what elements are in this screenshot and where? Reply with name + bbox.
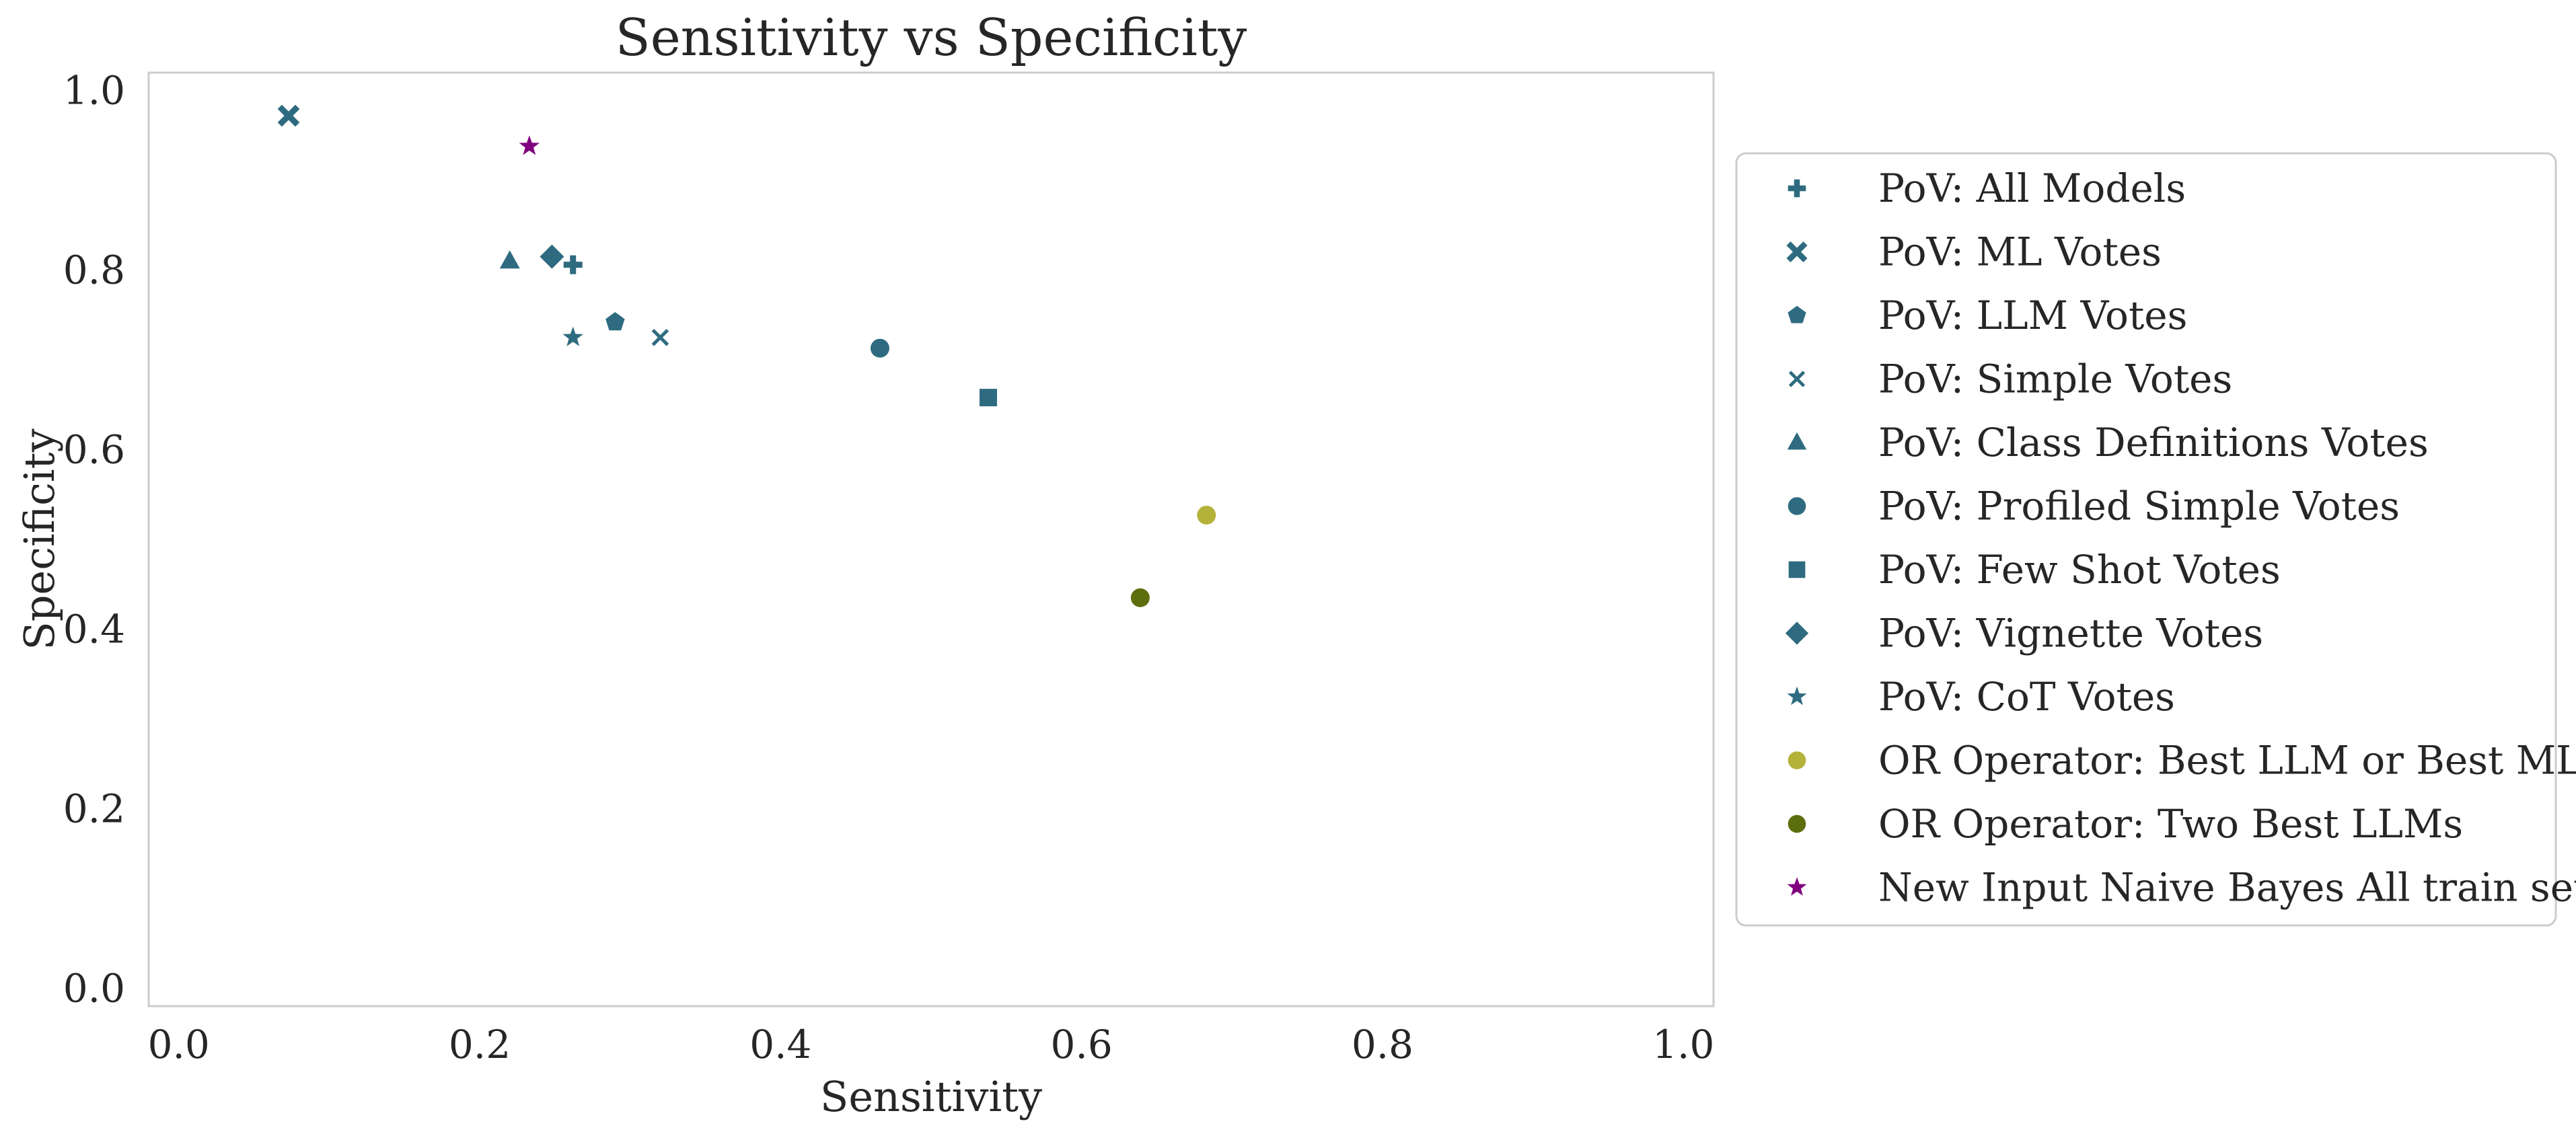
legend-label-6: PoV: Profiled Simple Votes	[1878, 484, 2400, 529]
data-point-1	[563, 255, 583, 274]
legend-label-8: PoV: Vignette Votes	[1878, 611, 2263, 656]
data-point-2	[277, 104, 300, 127]
data-point-6	[870, 338, 889, 358]
y-tick-label: 0.6	[63, 427, 125, 473]
legend-label-1: PoV: All Models	[1878, 165, 2186, 211]
data-point-8	[540, 244, 564, 269]
legend-marker-2	[1786, 241, 1808, 263]
data-points	[277, 104, 1216, 607]
legend-label-7: PoV: Few Shot Votes	[1878, 547, 2281, 593]
y-tick-label: 0.8	[63, 248, 125, 293]
legend-marker-7	[1788, 561, 1806, 578]
y-tick-label: 0.0	[63, 965, 125, 1011]
legend-marker-3	[1788, 305, 1806, 323]
legend-marker-1	[1788, 179, 1806, 198]
y-tick-label: 0.2	[63, 786, 125, 831]
chart-title: Sensitivity vs Specificity	[616, 7, 1247, 67]
legend-label-4: PoV: Simple Votes	[1878, 356, 2232, 402]
x-axis-ticks: 0.0 0.2 0.4 0.6 0.8 1.0	[148, 1022, 1715, 1067]
legend-marker-4	[1788, 371, 1806, 387]
x-axis-label: Sensitivity	[820, 1072, 1042, 1121]
legend-label-3: PoV: LLM Votes	[1878, 293, 2187, 338]
x-tick-label: 0.6	[1051, 1022, 1113, 1067]
data-point-3	[605, 312, 625, 331]
legend-frame	[1735, 152, 2557, 927]
x-tick-label: 0.4	[749, 1022, 811, 1067]
plot-area-frame	[147, 71, 1715, 1007]
x-tick-label: 0.2	[449, 1022, 511, 1067]
legend-items: PoV: All Models PoV: ML Votes PoV: LLM Vot…	[1785, 165, 2576, 911]
x-tick-label: 0.0	[148, 1022, 210, 1067]
legend-marker-9	[1787, 686, 1807, 706]
data-point-10	[1197, 505, 1216, 525]
x-tick-label: 0.8	[1352, 1022, 1413, 1067]
legend-label-2: PoV: ML Votes	[1878, 229, 2162, 275]
data-point-5	[499, 250, 520, 269]
legend-label-12: New Input Naive Bayes All train set	[1878, 865, 2576, 911]
legend-marker-5	[1787, 432, 1807, 450]
y-tick-label: 1.0	[63, 68, 125, 114]
legend-label-10: OR Operator: Best LLM or Best ML	[1878, 738, 2576, 784]
data-point-11	[1130, 588, 1150, 607]
data-point-4	[651, 328, 669, 346]
data-point-12	[519, 135, 540, 155]
legend-marker-11	[1788, 814, 1806, 833]
x-tick-label: 1.0	[1652, 1022, 1714, 1067]
legend-marker-8	[1785, 621, 1809, 645]
data-point-7	[979, 389, 997, 407]
y-tick-label: 0.4	[63, 606, 125, 652]
legend-label-11: OR Operator: Two Best LLMs	[1878, 801, 2463, 847]
y-axis-ticks: 0.0 0.2 0.4 0.6 0.8 1.0	[63, 68, 125, 1012]
legend-marker-10	[1788, 751, 1806, 769]
legend-marker-6	[1788, 497, 1806, 515]
legend: PoV: All Models PoV: ML Votes PoV: LLM Vot…	[1735, 152, 2576, 927]
legend-marker-12	[1787, 877, 1807, 896]
data-point-9	[562, 326, 583, 346]
y-axis-label: Specificity	[15, 428, 64, 650]
legend-label-9: PoV: CoT Votes	[1878, 674, 2175, 720]
legend-label-5: PoV: Class Definitions Votes	[1878, 420, 2429, 465]
